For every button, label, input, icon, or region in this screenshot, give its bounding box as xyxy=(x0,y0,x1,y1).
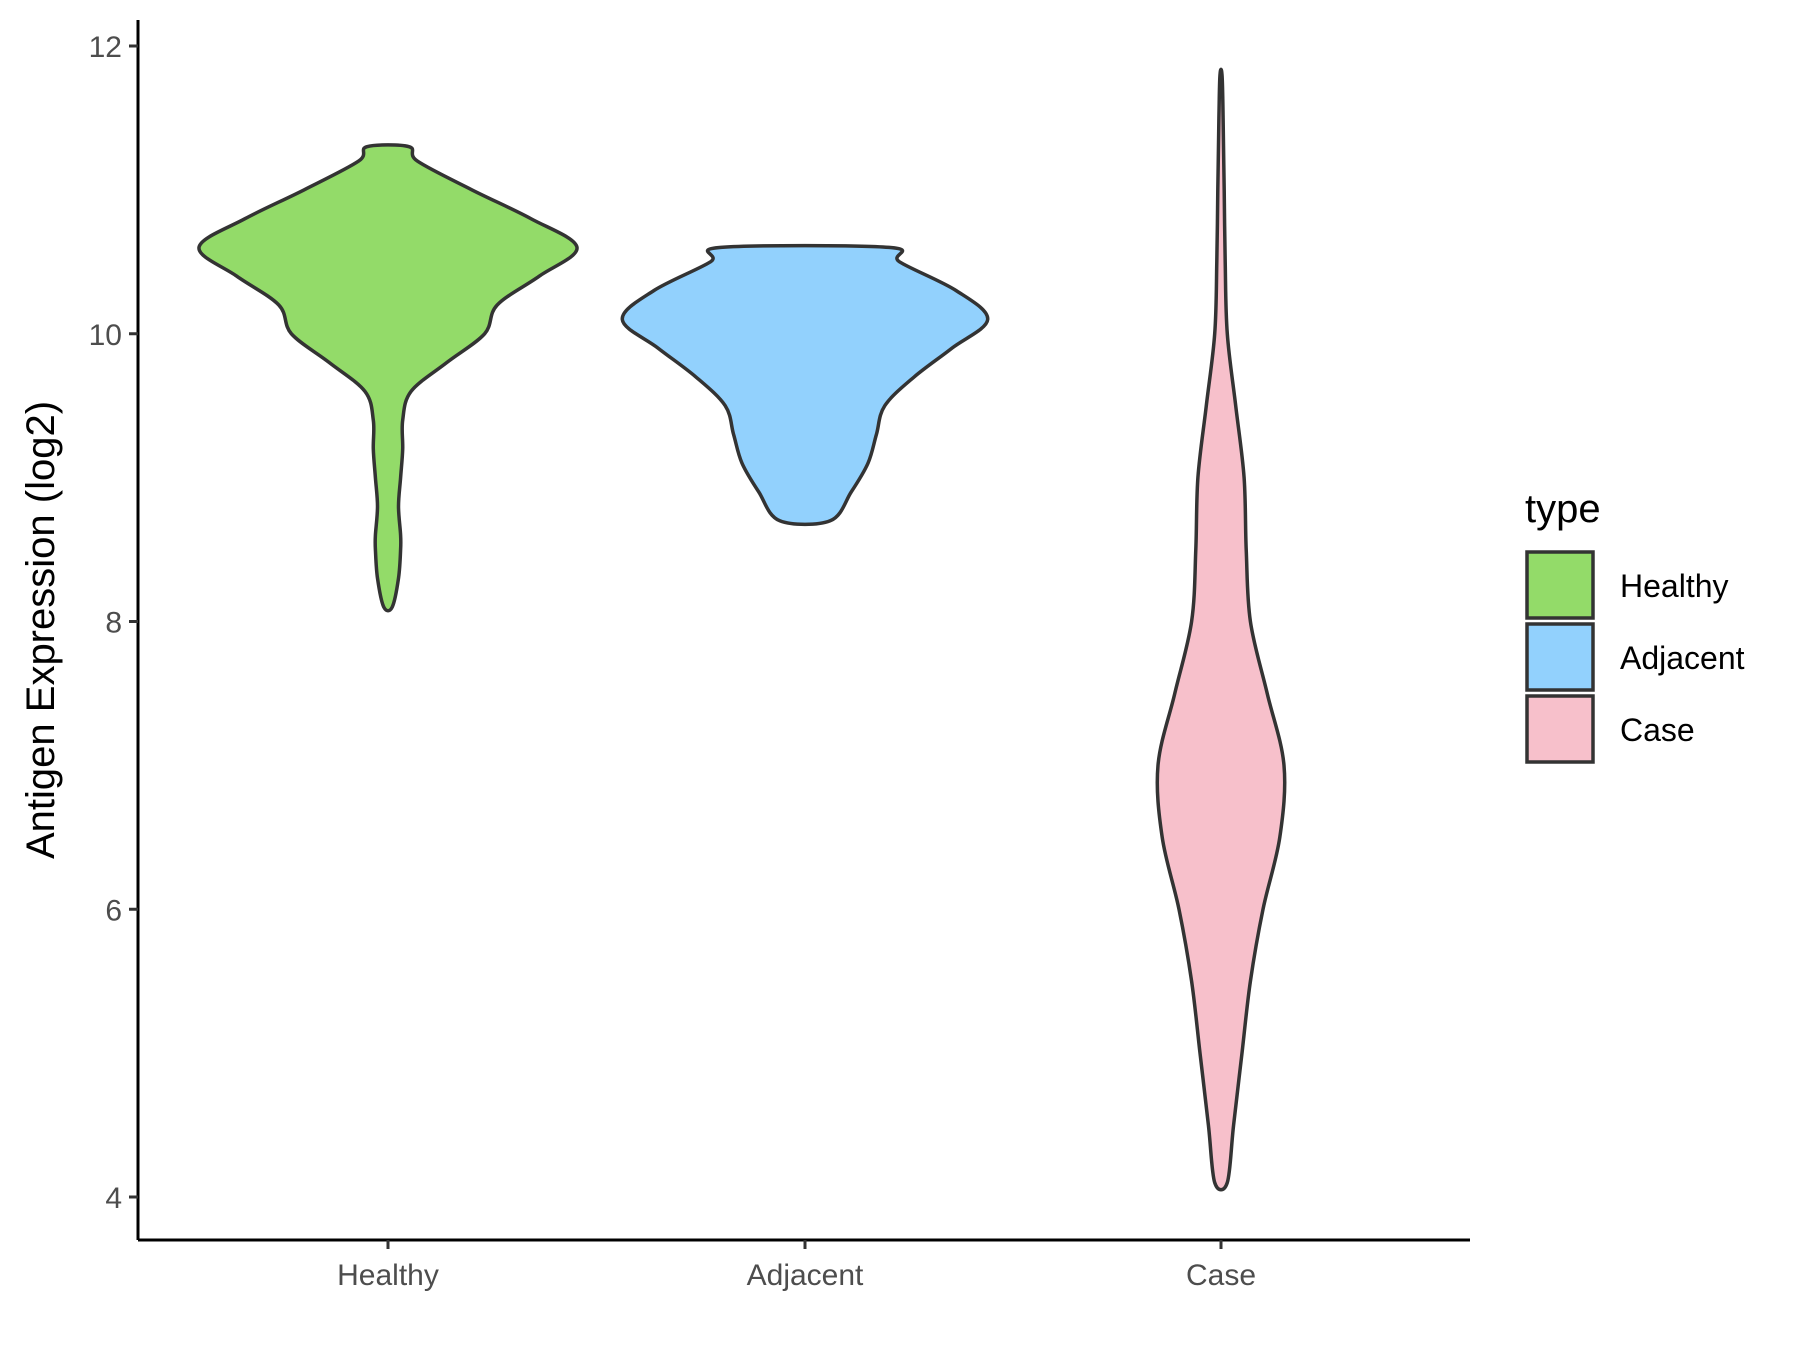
violin-healthy xyxy=(197,143,579,613)
x-tick-label: Case xyxy=(1186,1259,1256,1292)
y-tick-label: 4 xyxy=(105,1182,122,1215)
legend: type Healthy Adjacent Case xyxy=(1525,487,1745,764)
violin-layer xyxy=(197,67,1287,1192)
legend-key-adjacent xyxy=(1525,622,1595,692)
legend-label: Healthy xyxy=(1620,568,1729,604)
y-tick-label: 6 xyxy=(105,894,122,927)
legend-label: Case xyxy=(1620,712,1695,748)
legend-title: type xyxy=(1525,487,1601,531)
x-tick-label: Adjacent xyxy=(747,1259,864,1292)
legend-key-healthy xyxy=(1525,550,1595,620)
legend-key-case xyxy=(1525,694,1595,764)
y-tick-label: 8 xyxy=(105,607,122,640)
violin-case xyxy=(1155,67,1287,1192)
y-axis-title: Antigen Expression (log2) xyxy=(19,401,63,859)
y-tick-label: 12 xyxy=(89,31,122,64)
legend-label: Adjacent xyxy=(1620,640,1745,676)
violin-adjacent xyxy=(620,243,990,527)
axes: 4 6 8 10 12 Healthy Adjacent Case xyxy=(89,20,1470,1292)
y-tick-label: 10 xyxy=(89,319,122,352)
x-tick-label: Healthy xyxy=(337,1259,439,1292)
